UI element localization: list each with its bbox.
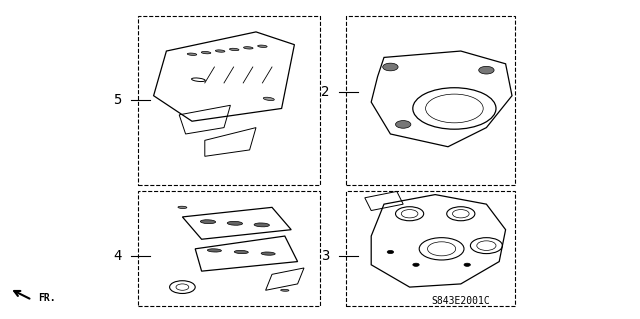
Circle shape bbox=[383, 63, 398, 71]
Circle shape bbox=[413, 263, 419, 266]
Text: 4: 4 bbox=[113, 249, 122, 263]
Ellipse shape bbox=[234, 250, 248, 254]
Ellipse shape bbox=[263, 97, 275, 100]
Ellipse shape bbox=[258, 45, 267, 48]
Text: 2: 2 bbox=[321, 85, 330, 99]
Circle shape bbox=[464, 263, 470, 266]
Ellipse shape bbox=[216, 50, 225, 52]
Ellipse shape bbox=[244, 47, 253, 49]
Bar bbox=[138, 16, 320, 185]
Text: 3: 3 bbox=[321, 249, 330, 263]
Bar bbox=[138, 191, 320, 306]
Text: FR.: FR. bbox=[38, 293, 56, 303]
Bar bbox=[346, 16, 515, 185]
Ellipse shape bbox=[202, 51, 211, 54]
Ellipse shape bbox=[230, 48, 239, 51]
Ellipse shape bbox=[188, 53, 196, 56]
Circle shape bbox=[396, 121, 411, 128]
Bar bbox=[346, 191, 515, 306]
Text: 5: 5 bbox=[113, 93, 122, 108]
Ellipse shape bbox=[281, 289, 289, 291]
Ellipse shape bbox=[200, 220, 216, 224]
Ellipse shape bbox=[254, 223, 269, 227]
Ellipse shape bbox=[227, 221, 243, 225]
Ellipse shape bbox=[207, 249, 221, 252]
Text: S843E2001C: S843E2001C bbox=[431, 296, 490, 306]
Circle shape bbox=[479, 66, 494, 74]
Ellipse shape bbox=[261, 252, 275, 255]
Ellipse shape bbox=[178, 206, 187, 209]
Circle shape bbox=[387, 250, 394, 254]
